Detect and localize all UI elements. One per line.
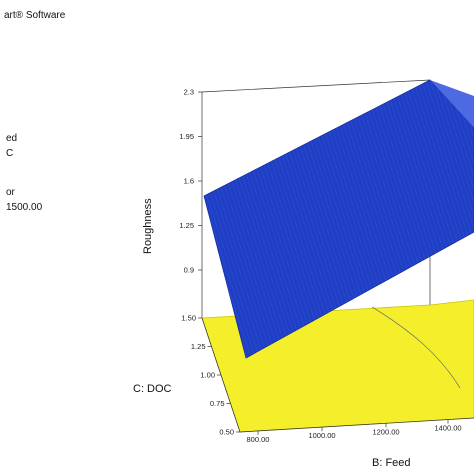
doc-tick-label: 1.25	[191, 342, 206, 351]
doc-tick-label: 0.50	[219, 428, 234, 437]
z-axis-ticks: 0.9 1.25 1.6 1.95 2.3	[179, 88, 202, 275]
floor-contour-line	[371, 306, 461, 389]
doc-tick-label: 1.00	[200, 371, 215, 380]
z-tick-label: 0.9	[184, 266, 194, 275]
z-tick-label: 1.25	[179, 221, 194, 230]
z-tick-label: 2.3	[184, 88, 194, 97]
z-axis-label: Roughness	[142, 198, 154, 254]
software-caption: art® Software	[4, 10, 66, 21]
y-axis-label: C: DOC	[133, 383, 172, 395]
feed-axis-ticks: 800.00 1000.00 1200.00 1400.00	[247, 419, 462, 444]
feed-tick-label: 1400.00	[434, 424, 461, 433]
feed-tick-label: 1000.00	[308, 431, 335, 440]
response-surface	[203, 79, 474, 359]
factor-label-2: C	[6, 148, 14, 159]
factor-label-3: or	[6, 187, 15, 198]
feed-tick-label: 1200.00	[372, 427, 399, 436]
doc-tick-label: 1.50	[181, 314, 196, 323]
feed-tick-label: 800.00	[247, 435, 270, 444]
factor-label-1: ed	[6, 133, 18, 144]
doc-tick-label: 0.75	[210, 399, 225, 408]
z-tick-label: 1.95	[179, 132, 194, 141]
x-axis-label: B: Feed	[372, 457, 411, 469]
z-tick-label: 1.6	[184, 177, 194, 186]
doc-axis-ticks: 0.50 0.75 1.00 1.25 1.50	[181, 314, 240, 437]
factor-value: 1500.00	[6, 202, 43, 213]
